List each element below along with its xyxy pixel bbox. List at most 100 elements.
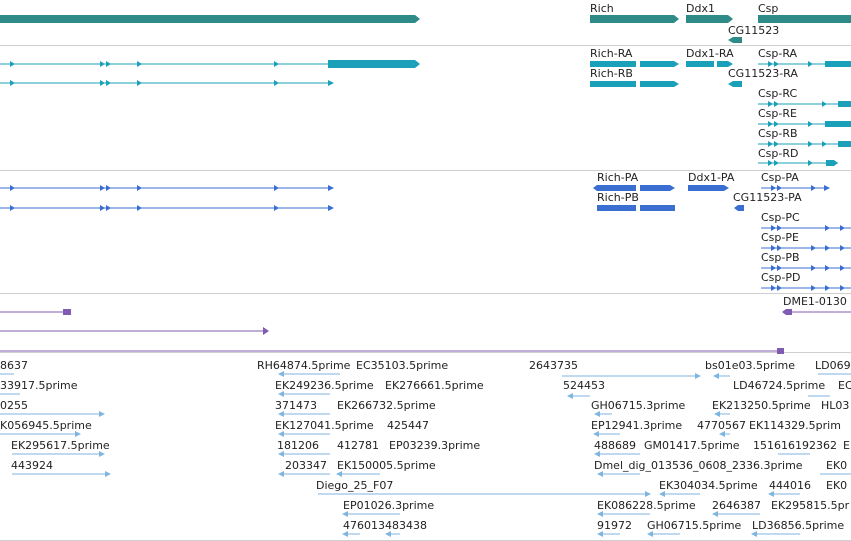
est-label: 0255: [0, 399, 28, 412]
est-label: GH06715.3prime: [591, 399, 686, 412]
dme-track: DME1-0130: [0, 295, 851, 354]
gene-cg11523-label: CG11523: [728, 24, 779, 37]
transcript-csp-rc-label: Csp-RC: [758, 87, 797, 100]
est-label: 2643735: [529, 359, 578, 372]
protein-rich-pa-label: Rich-PA: [597, 171, 639, 184]
transcript-csp-rd-label: Csp-RD: [758, 147, 798, 160]
protein-rich-pa[interactable]: Rich-PA: [593, 171, 675, 191]
est-label: 443924: [11, 459, 53, 472]
transcript-left-2[interactable]: [0, 80, 334, 86]
transcript-csp-ra[interactable]: Csp-RA: [758, 47, 851, 67]
protein-csp-pd-label: Csp-PD: [761, 271, 800, 284]
gene-left-feature[interactable]: [0, 15, 420, 23]
est-label: 444016: [769, 479, 811, 492]
gene-rich[interactable]: Rich: [590, 2, 679, 23]
transcript-ddx1-ra[interactable]: Ddx1-RA: [686, 47, 734, 67]
est-label: EK086228.5prime: [597, 499, 696, 512]
transcript-csp-rc[interactable]: Csp-RC: [758, 87, 851, 107]
protein-rich-pb[interactable]: Rich-PB: [597, 191, 675, 211]
protein-rich-pb-label: Rich-PB: [597, 191, 639, 204]
est-label: EK295815.5pr: [771, 499, 850, 512]
protein-left-2[interactable]: [0, 205, 334, 211]
gene-ddx1-label: Ddx1: [686, 2, 715, 15]
est-label: EK0: [826, 479, 847, 492]
protein-csp-pe[interactable]: Csp-PE: [761, 231, 851, 251]
est-label: 476013483438: [343, 519, 427, 532]
est-label: 15161619: [753, 439, 809, 452]
est-label: EK213250.5prime: [712, 399, 811, 412]
transcript-csp-re[interactable]: Csp-RE: [758, 107, 851, 127]
est-label: EK0: [826, 459, 847, 472]
protein-csp-pa[interactable]: Csp-PA: [761, 171, 830, 191]
protein-left-1[interactable]: [0, 185, 334, 191]
est-label: 91972: [597, 519, 632, 532]
transcript-cg11523-ra[interactable]: CG11523-RA: [728, 67, 798, 87]
dme-feature-3[interactable]: [0, 348, 784, 354]
est-label: 181206: [277, 439, 319, 452]
transcript-left-1[interactable]: [0, 60, 420, 68]
est-label: EK127041.5prime: [275, 419, 374, 432]
gene-rich-label: Rich: [590, 2, 614, 15]
protein-ddx1-pa[interactable]: Ddx1-PA: [688, 171, 735, 191]
est-label: RH64874.5prime: [257, 359, 351, 372]
dme-feature-dme1[interactable]: DME1-0130: [782, 295, 851, 315]
transcript-rich-rb-label: Rich-RB: [590, 67, 633, 80]
est-label: K056945.5prime: [0, 419, 92, 432]
protein-csp-pb-label: Csp-PB: [761, 251, 800, 264]
est-label: 2362: [809, 439, 837, 452]
protein-csp-pb[interactable]: Csp-PB: [761, 251, 851, 271]
protein-track: Rich-PA Rich-PB Ddx1-PA CG11523-PA Csp-P…: [0, 171, 851, 291]
transcript-cg11523-ra-label: CG11523-RA: [728, 67, 798, 80]
transcript-csp-rd[interactable]: Csp-RD: [758, 147, 838, 166]
transcript-rich-ra-label: Rich-RA: [590, 47, 633, 60]
est-label: EK266732.5prime: [337, 399, 436, 412]
gene-csp[interactable]: Csp: [758, 2, 851, 23]
est-label: LD36856.5prime: [752, 519, 844, 532]
gene-cg11523[interactable]: CG11523: [728, 24, 779, 43]
est-label: EP01026.3prime: [343, 499, 434, 512]
protein-csp-pa-label: Csp-PA: [761, 171, 799, 184]
est-label: bs01e03.5prime: [705, 359, 795, 372]
protein-csp-pc-label: Csp-PC: [761, 211, 800, 224]
est-track: 8637 RH64874.5prime EC35103.5prime 26437…: [0, 359, 851, 537]
dme-feature-1[interactable]: [0, 309, 71, 315]
protein-ddx1-pa-label: Ddx1-PA: [688, 171, 735, 184]
est-label: 524453: [563, 379, 605, 392]
est-features[interactable]: [0, 371, 851, 537]
est-label: GH06715.5prime: [647, 519, 742, 532]
gene-ddx1[interactable]: Ddx1: [686, 2, 733, 23]
protein-csp-pd[interactable]: Csp-PD: [761, 271, 851, 291]
protein-csp-pc[interactable]: Csp-PC: [761, 211, 851, 231]
est-labels: 8637 RH64874.5prime EC35103.5prime 26437…: [0, 359, 851, 532]
est-label: 33917.5prime: [0, 379, 78, 392]
transcript-csp-rb[interactable]: Csp-RB: [758, 127, 851, 147]
est-label: 8637: [0, 359, 28, 372]
protein-csp-pe-label: Csp-PE: [761, 231, 799, 244]
est-label: EK114329.5prim: [749, 419, 841, 432]
gene-csp-label: Csp: [758, 2, 778, 15]
protein-cg11523-pa-label: CG11523-PA: [733, 191, 802, 204]
dme-feature-2[interactable]: [0, 327, 269, 335]
est-label: EK304034.5prime: [659, 479, 758, 492]
transcript-track: Rich-RA Rich-RB Ddx1-RA CG11523-RA Csp-R…: [0, 47, 851, 166]
dme1-label: DME1-0130: [783, 295, 847, 308]
est-label: EP03239.3prime: [389, 439, 480, 452]
est-label: 4770567: [697, 419, 746, 432]
est-label: EC35103.5prime: [356, 359, 448, 372]
est-label: EK276661.5prime: [385, 379, 484, 392]
est-label: Diego_25_F07: [316, 479, 393, 492]
protein-cg11523-pa[interactable]: CG11523-PA: [733, 191, 802, 211]
est-label: 2646387: [712, 499, 761, 512]
est-label: EK249236.5prime: [275, 379, 374, 392]
transcript-ddx1-ra-label: Ddx1-RA: [686, 47, 734, 60]
est-label: EK295617.5prime: [11, 439, 110, 452]
est-label: 412781: [337, 439, 379, 452]
est-label: E: [843, 439, 850, 452]
est-label: EP12941.3prime: [591, 419, 682, 432]
transcript-csp-rb-label: Csp-RB: [758, 127, 798, 140]
transcript-rich-ra[interactable]: Rich-RA: [590, 47, 679, 67]
est-label: GM01417.5prime: [644, 439, 740, 452]
est-label: LD069: [815, 359, 851, 372]
transcript-rich-rb[interactable]: Rich-RB: [590, 67, 679, 87]
